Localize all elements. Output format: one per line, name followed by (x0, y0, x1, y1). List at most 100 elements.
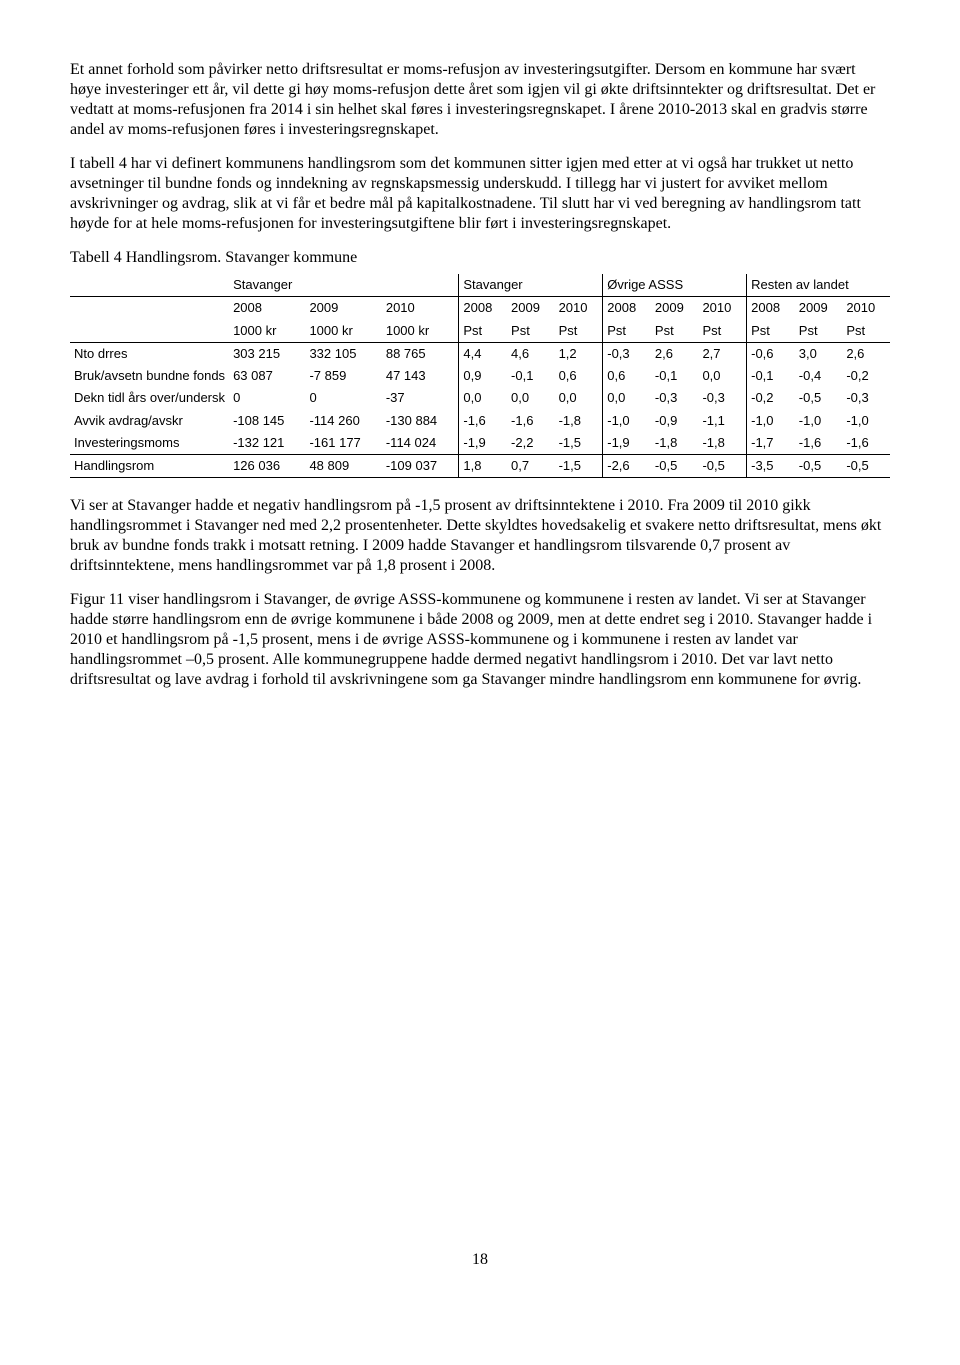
cell: -1,8 (651, 432, 699, 455)
paragraph-3: Vi ser at Stavanger hadde et negativ han… (70, 496, 890, 576)
cell: -0,5 (651, 455, 699, 478)
group-header: Stavanger (459, 274, 603, 297)
cell: -0,5 (698, 455, 746, 478)
cell: 0,0 (603, 387, 651, 409)
cell: -1,6 (842, 432, 890, 455)
unit-cell: Pst (651, 320, 699, 343)
unit-cell: 1000 kr (229, 320, 305, 343)
cell: -37 (382, 387, 459, 409)
table-unit-row: 1000 kr 1000 kr 1000 kr Pst Pst Pst Pst … (70, 320, 890, 343)
cell: -0,5 (842, 455, 890, 478)
cell: -0,5 (795, 387, 843, 409)
row-label: Dekn tidl års over/undersk (70, 387, 229, 409)
cell: -1,9 (603, 432, 651, 455)
unit-cell: Pst (842, 320, 890, 343)
unit-cell: Pst (795, 320, 843, 343)
unit-cell: Pst (555, 320, 603, 343)
cell: -1,6 (459, 410, 507, 432)
group-header: Stavanger (229, 274, 459, 297)
cell: 2,7 (698, 342, 746, 365)
cell: -2,6 (603, 455, 651, 478)
cell: -130 884 (382, 410, 459, 432)
unit-cell: Pst (698, 320, 746, 343)
cell: 47 143 (382, 365, 459, 387)
cell: -1,8 (698, 432, 746, 455)
year-cell: 2008 (603, 297, 651, 320)
unit-cell: Pst (747, 320, 795, 343)
cell: -109 037 (382, 455, 459, 478)
cell: 0,0 (507, 387, 555, 409)
cell: -1,5 (555, 432, 603, 455)
unit-cell: Pst (507, 320, 555, 343)
cell: -1,0 (603, 410, 651, 432)
cell: 0 (229, 387, 305, 409)
row-label: Handlingsrom (70, 455, 229, 478)
cell: 126 036 (229, 455, 305, 478)
cell: -0,3 (842, 387, 890, 409)
cell: -0,3 (603, 342, 651, 365)
year-cell: 2009 (651, 297, 699, 320)
year-cell: 2008 (459, 297, 507, 320)
cell: -161 177 (305, 432, 381, 455)
cell: 63 087 (229, 365, 305, 387)
group-header: Øvrige ASSS (603, 274, 747, 297)
cell: -0,2 (747, 387, 795, 409)
cell: -1,8 (555, 410, 603, 432)
cell: -132 121 (229, 432, 305, 455)
cell: 0,7 (507, 455, 555, 478)
year-cell: 2009 (305, 297, 381, 320)
table-row: Investeringsmoms -132 121 -161 177 -114 … (70, 432, 890, 455)
table-row: Nto drres 303 215 332 105 88 765 4,4 4,6… (70, 342, 890, 365)
cell: -0,5 (795, 455, 843, 478)
cell: 303 215 (229, 342, 305, 365)
cell: -0,1 (507, 365, 555, 387)
cell: 0,0 (459, 387, 507, 409)
handlingsrom-table: Stavanger Stavanger Øvrige ASSS Resten a… (70, 274, 890, 478)
cell: -1,7 (747, 432, 795, 455)
paragraph-2: I tabell 4 har vi definert kommunens han… (70, 154, 890, 234)
cell: -1,5 (555, 455, 603, 478)
cell: -0,9 (651, 410, 699, 432)
cell: -0,1 (651, 365, 699, 387)
cell: 48 809 (305, 455, 381, 478)
cell: -0,3 (651, 387, 699, 409)
year-cell: 2009 (507, 297, 555, 320)
cell: -1,9 (459, 432, 507, 455)
year-cell: 2010 (555, 297, 603, 320)
cell: -1,0 (842, 410, 890, 432)
cell: -1,6 (795, 432, 843, 455)
table-row: Bruk/avsetn bundne fonds 63 087 -7 859 4… (70, 365, 890, 387)
unit-cell: Pst (603, 320, 651, 343)
year-cell: 2008 (747, 297, 795, 320)
group-header: Resten av landet (747, 274, 890, 297)
table-row-total: Handlingsrom 126 036 48 809 -109 037 1,8… (70, 455, 890, 478)
cell: -0,3 (698, 387, 746, 409)
cell: -1,0 (747, 410, 795, 432)
cell: 0,0 (698, 365, 746, 387)
cell: 2,6 (651, 342, 699, 365)
table-row: Avvik avdrag/avskr -108 145 -114 260 -13… (70, 410, 890, 432)
page-number: 18 (70, 1250, 890, 1270)
cell: -1,1 (698, 410, 746, 432)
unit-cell: 1000 kr (305, 320, 381, 343)
year-cell: 2010 (698, 297, 746, 320)
cell: 0,9 (459, 365, 507, 387)
table-year-row: 2008 2009 2010 2008 2009 2010 2008 2009 … (70, 297, 890, 320)
cell: 332 105 (305, 342, 381, 365)
paragraph-4: Figur 11 viser handlingsrom i Stavanger,… (70, 590, 890, 690)
unit-cell: Pst (459, 320, 507, 343)
cell: 1,8 (459, 455, 507, 478)
cell: 2,6 (842, 342, 890, 365)
cell: -114 260 (305, 410, 381, 432)
year-cell: 2008 (229, 297, 305, 320)
cell: 0 (305, 387, 381, 409)
cell: -108 145 (229, 410, 305, 432)
cell: -0,6 (747, 342, 795, 365)
paragraph-1: Et annet forhold som påvirker netto drif… (70, 60, 890, 140)
cell: -7 859 (305, 365, 381, 387)
table-row: Dekn tidl års over/undersk 0 0 -37 0,0 0… (70, 387, 890, 409)
row-label: Bruk/avsetn bundne fonds (70, 365, 229, 387)
cell: -0,2 (842, 365, 890, 387)
cell: 0,0 (555, 387, 603, 409)
cell: -1,6 (507, 410, 555, 432)
